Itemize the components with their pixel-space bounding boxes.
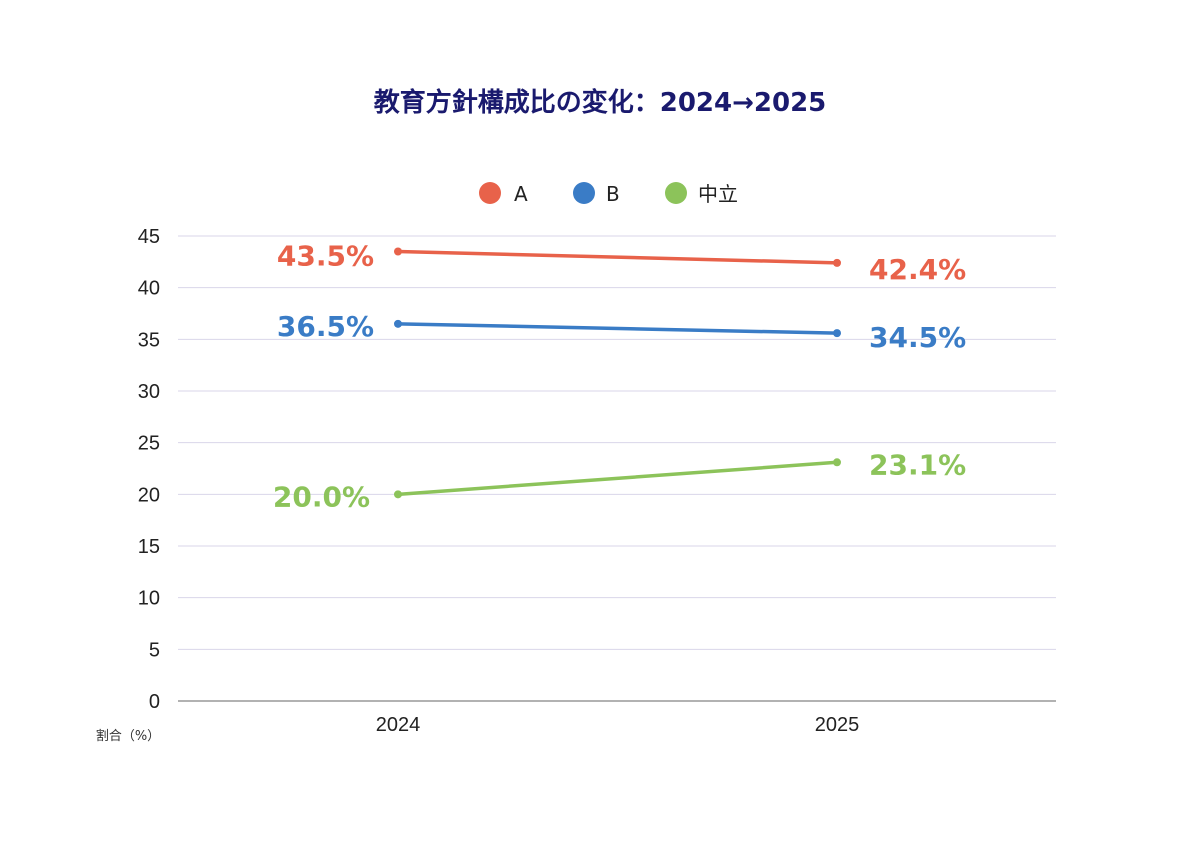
series-line: [396, 322, 839, 335]
data-label: 36.5%: [277, 310, 374, 343]
data-point: [394, 319, 402, 328]
data-point: [833, 258, 841, 267]
data-label: 20.0%: [273, 480, 370, 513]
legend-marker: [665, 182, 687, 204]
series-line: [396, 249, 839, 265]
grid: [178, 235, 1056, 702]
x-tick-label: 2024: [376, 714, 421, 736]
chart-title: 教育方針構成比の変化：2024→2025: [374, 87, 827, 118]
legend-label: A: [514, 182, 528, 206]
series-1: 43.5% 42.4%: [277, 240, 966, 286]
series-2: 36.5% 34.5%: [277, 310, 966, 354]
data-point: [833, 329, 841, 338]
y-tick-label: 15: [138, 536, 160, 558]
y-tick-label: 25: [138, 433, 160, 455]
series-line: [396, 460, 839, 497]
data-label: 42.4%: [869, 253, 966, 286]
x-tick-label: 2025: [815, 714, 860, 736]
data-label: 23.1%: [869, 448, 966, 481]
y-tick-label: 20: [138, 484, 160, 506]
y-tick-label: 45: [138, 226, 160, 248]
legend: A B 中立: [479, 182, 738, 206]
data-point: [394, 490, 402, 499]
y-tick-label: 10: [138, 588, 160, 610]
legend-label: 中立: [698, 182, 738, 206]
data-point: [394, 247, 402, 256]
data-label: 43.5%: [277, 240, 374, 273]
y-tick-label: 35: [138, 329, 160, 351]
y-tick-label: 5: [149, 639, 160, 661]
y-tick-label: 40: [138, 278, 160, 300]
legend-label: B: [606, 182, 620, 206]
y-axis-ticks: 0 5 10 15 20 25 30 35 40 45: [138, 226, 160, 713]
legend-marker: [479, 182, 501, 204]
y-axis-unit-label: 割合（%）: [96, 728, 160, 744]
x-axis-ticks: 2024 2025: [376, 714, 860, 736]
legend-marker: [573, 182, 595, 204]
y-tick-label: 0: [149, 691, 160, 713]
data-label: 34.5%: [869, 321, 966, 354]
data-point: [833, 458, 841, 467]
y-tick-label: 30: [138, 381, 160, 403]
series-3: 20.0% 23.1%: [273, 448, 966, 513]
series-layer: 43.5% 42.4% 36.5% 34.5% 20.0% 23.1%: [273, 240, 966, 514]
